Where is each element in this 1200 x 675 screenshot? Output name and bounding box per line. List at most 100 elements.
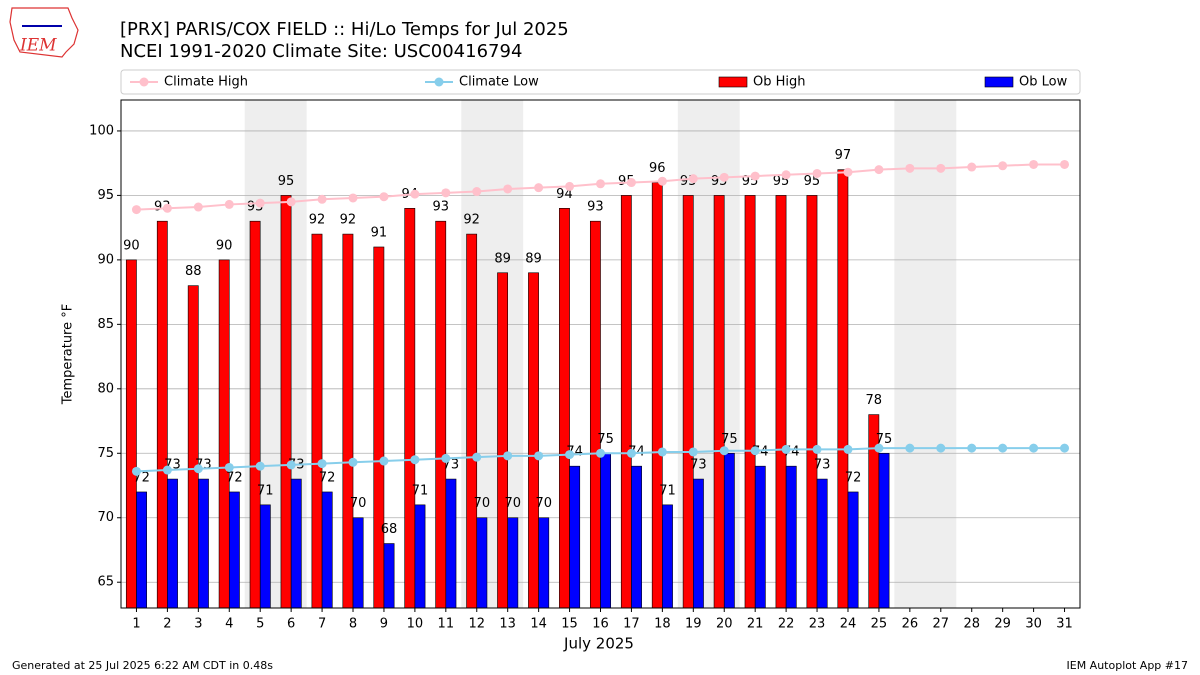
climate-point [626, 178, 636, 188]
climate-point [1029, 443, 1039, 453]
climate-point [131, 205, 141, 215]
bar [693, 478, 704, 608]
climate-point [348, 193, 358, 203]
climate-point [441, 453, 451, 463]
x-tick-label: 20 [716, 617, 733, 632]
bar [569, 465, 581, 608]
climate-point [348, 457, 358, 467]
x-tick-label: 3 [194, 617, 202, 632]
x-tick-label: 2 [163, 617, 171, 632]
value-label: 95 [278, 174, 295, 189]
bar [156, 220, 168, 608]
bar [259, 504, 271, 608]
climate-point [843, 167, 853, 177]
value-label: 72 [845, 470, 862, 485]
y-tick-label: 85 [97, 317, 114, 332]
legend-label: Climate High [164, 75, 248, 90]
legend-label: Climate Low [459, 75, 539, 90]
x-tick-label: 27 [933, 617, 950, 632]
value-label: 68 [381, 522, 398, 537]
x-axis-label: July 2025 [563, 635, 634, 653]
value-label: 91 [371, 225, 388, 240]
value-label: 90 [123, 238, 140, 253]
value-label: 89 [494, 251, 511, 266]
y-tick-label: 95 [97, 188, 114, 203]
climate-point [193, 202, 203, 212]
legend-label: Ob Low [1019, 75, 1068, 90]
bar [435, 220, 447, 608]
climate-point [565, 181, 575, 191]
climate-point [719, 446, 729, 456]
legend-label: Ob High [753, 75, 806, 90]
bar [538, 517, 550, 608]
value-label: 71 [659, 483, 676, 498]
x-tick-label: 10 [407, 617, 424, 632]
bar [837, 169, 849, 608]
climate-point [874, 165, 884, 175]
climate-point [317, 194, 327, 204]
value-label: 75 [876, 432, 893, 447]
bar [816, 478, 828, 608]
x-tick-label: 7 [318, 617, 326, 632]
y-tick-label: 75 [97, 446, 114, 461]
bar [167, 478, 178, 608]
x-tick-label: 6 [287, 617, 295, 632]
y-tick-label: 65 [97, 575, 114, 590]
climate-point [162, 465, 172, 475]
value-label: 96 [649, 161, 666, 176]
bar [125, 259, 137, 608]
bar [414, 504, 426, 608]
climate-point [967, 443, 977, 453]
value-label: 92 [463, 213, 480, 228]
climate-point [193, 464, 203, 474]
bar [311, 233, 323, 608]
y-tick-label: 100 [89, 123, 114, 138]
value-label: 90 [216, 238, 233, 253]
x-tick-label: 1 [132, 617, 140, 632]
climate-point [781, 444, 791, 454]
value-label: 70 [505, 496, 522, 511]
climate-point [657, 447, 667, 457]
bar [383, 543, 395, 608]
climate-point [534, 451, 544, 461]
legend-marker [434, 77, 444, 87]
bar [187, 285, 199, 608]
climate-point [781, 170, 791, 180]
bar [218, 259, 230, 608]
climate-point [472, 187, 482, 197]
value-label: 72 [226, 470, 243, 485]
value-label: 93 [587, 200, 604, 215]
bar [631, 465, 642, 608]
value-label: 71 [412, 483, 429, 498]
climate-point [1029, 159, 1039, 169]
climate-point [410, 189, 420, 199]
y-tick-label: 70 [97, 510, 114, 525]
climate-point [255, 461, 265, 471]
bar [228, 491, 240, 608]
bar [662, 504, 673, 608]
footer-left: Generated at 25 Jul 2025 6:22 AM CDT in … [12, 659, 273, 672]
climate-point [967, 162, 977, 172]
x-tick-label: 11 [438, 617, 455, 632]
x-tick-label: 5 [256, 617, 264, 632]
bar [373, 246, 385, 608]
x-tick-label: 16 [592, 617, 609, 632]
climate-point [410, 455, 420, 465]
x-tick-label: 15 [561, 617, 578, 632]
value-label: 70 [535, 496, 552, 511]
value-label: 92 [309, 213, 326, 228]
x-tick-label: 12 [468, 617, 485, 632]
legend-marker [139, 77, 149, 87]
climate-point [317, 459, 327, 469]
value-label: 78 [866, 393, 883, 408]
climate-point [719, 172, 729, 182]
bar [847, 491, 859, 608]
logo-outline [9, 7, 79, 58]
x-tick-label: 30 [1025, 617, 1042, 632]
x-tick-label: 17 [623, 617, 640, 632]
climate-point [874, 443, 884, 453]
value-label: 73 [814, 458, 831, 473]
x-tick-label: 26 [902, 617, 919, 632]
climate-point [286, 460, 296, 470]
